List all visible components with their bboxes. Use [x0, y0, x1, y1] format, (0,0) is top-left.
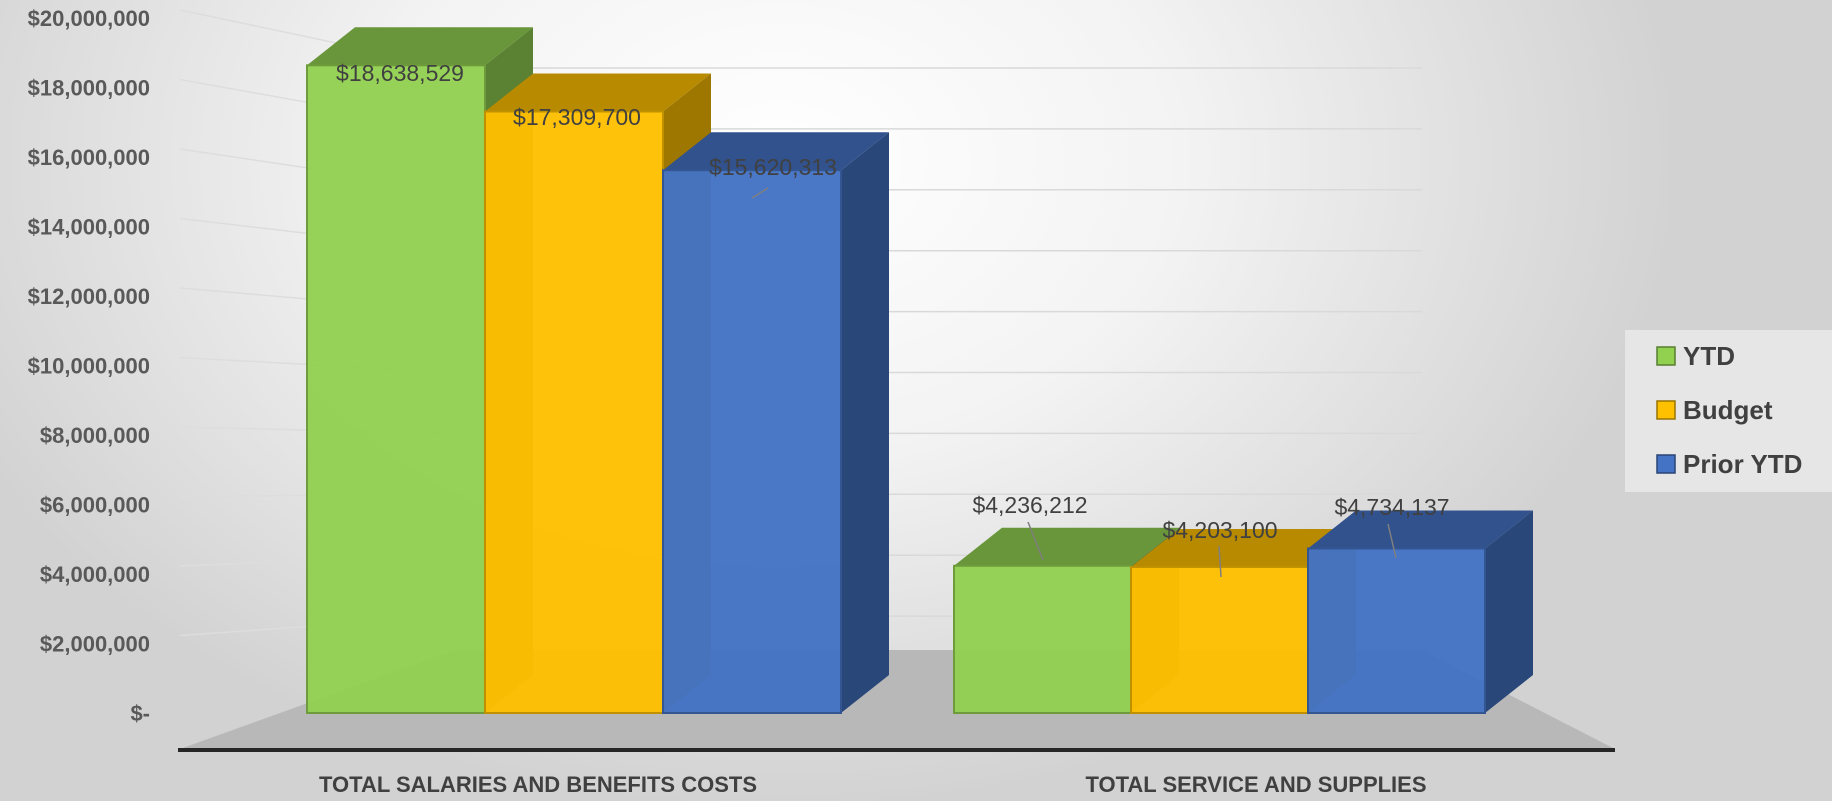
legend-label: YTD [1683, 341, 1735, 371]
data-label: $15,620,313 [709, 154, 837, 180]
category-label: TOTAL SERVICE AND SUPPLIES [1085, 772, 1426, 797]
legend-label: Prior YTD [1683, 449, 1802, 479]
category-label: TOTAL SALARIES AND BENEFITS COSTS [319, 772, 757, 797]
legend-swatch [1656, 454, 1676, 474]
leader-line [751, 187, 769, 199]
bar-top-face [307, 27, 533, 66]
bar-prior-ytd-1 [662, 132, 889, 714]
y-tick-label: $8,000,000 [40, 423, 150, 448]
bar-top-face [954, 527, 1179, 566]
data-label: $4,734,137 [1334, 494, 1449, 520]
y-tick-label: $18,000,000 [28, 76, 150, 101]
bar-front-face [953, 564, 1132, 714]
leader-line [1387, 523, 1397, 559]
y-tick-label: $20,000,000 [28, 6, 150, 31]
data-label: $4,236,212 [972, 492, 1087, 518]
y-tick-label: $14,000,000 [28, 215, 150, 240]
legend-swatch [1656, 400, 1676, 420]
bar-top-face [485, 73, 711, 112]
y-tick-label: $12,000,000 [28, 284, 150, 309]
y-tick-label: $4,000,000 [40, 562, 150, 587]
data-label: $4,203,100 [1162, 517, 1277, 543]
y-tick-label: $16,000,000 [28, 145, 150, 170]
bar-front-face [1307, 547, 1486, 715]
bar-front-face [1130, 565, 1309, 714]
y-tick-label: $- [130, 701, 150, 726]
y-tick-label: $2,000,000 [40, 632, 150, 657]
bar-top-face [1308, 510, 1533, 549]
bar-top-face [663, 132, 889, 171]
data-label: $18,638,529 [336, 60, 464, 86]
bar-front-face [306, 64, 486, 715]
legend-label: Budget [1683, 395, 1773, 425]
bar-side-face [841, 132, 889, 714]
data-label: $17,309,700 [513, 104, 641, 130]
y-tick-label: $6,000,000 [40, 493, 150, 518]
leader-line [1218, 545, 1222, 578]
bar-top-face [1131, 528, 1356, 567]
bar-front-face [484, 110, 664, 715]
y-tick-label: $10,000,000 [28, 354, 150, 379]
bar-front-face [662, 169, 842, 714]
leader-line [1027, 521, 1044, 561]
bar-prior-ytd-2 [1307, 510, 1533, 715]
legend-swatch [1656, 346, 1676, 366]
bar-side-face [1485, 510, 1533, 713]
